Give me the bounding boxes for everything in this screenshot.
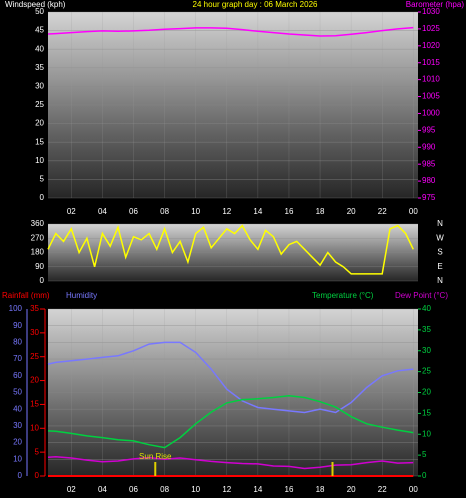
x-tick-label: 04	[98, 485, 107, 494]
y-tick-label: 45	[35, 26, 44, 35]
legend-entry: Dew Point (°C)	[395, 291, 448, 300]
y-tick-label: 5	[40, 175, 45, 184]
y3-tick-label: 25	[30, 352, 39, 361]
y2-tick-label: 15	[422, 408, 431, 417]
y-tick-label: 90	[35, 262, 44, 271]
x-tick-label: 18	[316, 207, 325, 216]
chart-title: 24 hour graph day : 06 March 2026	[193, 0, 319, 9]
x-tick-label: 22	[378, 207, 387, 216]
y2-tick-label: 10	[422, 429, 431, 438]
y-tick-label: 100	[9, 304, 23, 313]
x-tick-label: 06	[129, 485, 138, 494]
y2-tick-label: N	[437, 276, 443, 285]
y2-tick-label: 985	[422, 159, 436, 168]
y2-tick-label: 40	[422, 304, 431, 313]
y-tick-label: 20	[13, 438, 22, 447]
y2-tick-label: 1000	[422, 109, 440, 118]
y2-axis-label: Barometer (hpa)	[406, 0, 465, 9]
x-tick-label: 04	[98, 207, 107, 216]
y3-tick-label: 5	[35, 447, 40, 456]
y3-tick-label: 15	[30, 400, 39, 409]
x-tick-label: 12	[222, 485, 231, 494]
y2-tick-label: 1030	[422, 7, 440, 16]
y-tick-label: 70	[13, 354, 22, 363]
y2-tick-label: 980	[422, 176, 436, 185]
y-tick-label: 40	[13, 404, 22, 413]
x-tick-label: 22	[378, 485, 387, 494]
y2-tick-label: 1025	[422, 24, 440, 33]
y2-tick-label: 1010	[422, 75, 440, 84]
x-tick-label: 06	[129, 207, 138, 216]
y2-tick-label: 5	[422, 450, 427, 459]
y3-tick-label: 20	[30, 376, 39, 385]
y2-tick-label: 25	[422, 367, 431, 376]
x-tick-label: 18	[316, 485, 325, 494]
y2-tick-label: 1005	[422, 92, 440, 101]
y-tick-label: 30	[35, 82, 44, 91]
x-tick-label: 14	[253, 207, 262, 216]
y2-tick-label: S	[437, 248, 442, 257]
legend-entry: Humidity	[66, 291, 97, 300]
y-tick-label: 180	[31, 248, 45, 257]
y-tick-label: 30	[13, 421, 22, 430]
series-line	[47, 26, 414, 37]
y2-tick-label: W	[436, 233, 444, 242]
y-tick-label: 270	[31, 233, 45, 242]
x-tick-label: 00	[409, 207, 418, 216]
y2-tick-label: 20	[422, 388, 431, 397]
x-tick-label: 12	[222, 207, 231, 216]
y3-tick-label: 0	[35, 471, 40, 480]
y2-tick-label: 975	[422, 193, 436, 202]
y2-tick-label: E	[437, 262, 442, 271]
annotation: Sun Rise	[139, 452, 172, 461]
x-tick-label: 10	[191, 485, 200, 494]
y2-tick-label: N	[437, 219, 443, 228]
y3-tick-label: 10	[30, 423, 39, 432]
y2-tick-label: 990	[422, 142, 436, 151]
series-line	[47, 395, 414, 449]
x-tick-label: 20	[347, 485, 356, 494]
y-tick-label: 10	[13, 454, 22, 463]
y-tick-label: 10	[35, 156, 44, 165]
y-tick-label: 20	[35, 119, 44, 128]
x-tick-label: 02	[67, 485, 76, 494]
y3-tick-label: 30	[30, 328, 39, 337]
x-tick-label: 02	[67, 207, 76, 216]
x-tick-label: 20	[347, 207, 356, 216]
y-tick-label: 50	[35, 7, 44, 16]
y2-tick-label: 1015	[422, 58, 440, 67]
y2-tick-label: 35	[422, 325, 431, 334]
x-tick-label: 08	[160, 207, 169, 216]
y-tick-label: 0	[40, 276, 45, 285]
y2-tick-label: 0	[422, 471, 427, 480]
y2-tick-label: 30	[422, 346, 431, 355]
y2-tick-label: 1020	[422, 41, 440, 50]
series-line	[47, 341, 414, 414]
legend-entry: Temperature (°C)	[312, 291, 374, 300]
y-axis-label: Windspeed (kph)	[5, 0, 66, 9]
x-tick-label: 16	[285, 485, 294, 494]
legend-entry: Rainfall (mm)	[2, 291, 50, 300]
y-tick-label: 35	[35, 63, 44, 72]
y-tick-label: 25	[35, 100, 44, 109]
y-tick-label: 40	[35, 44, 44, 53]
y-tick-label: 80	[13, 338, 22, 347]
y-tick-label: 0	[40, 193, 45, 202]
x-tick-label: 14	[253, 485, 262, 494]
y-tick-label: 15	[35, 137, 44, 146]
x-tick-label: 16	[285, 207, 294, 216]
y-tick-label: 360	[31, 219, 45, 228]
y-tick-label: 60	[13, 371, 22, 380]
series-line	[47, 224, 414, 275]
y-tick-label: 50	[13, 388, 22, 397]
x-tick-label: 00	[409, 485, 418, 494]
x-tick-label: 10	[191, 207, 200, 216]
series-line	[47, 456, 414, 470]
y-tick-label: 90	[13, 321, 22, 330]
x-tick-label: 08	[160, 485, 169, 494]
y3-tick-label: 35	[30, 304, 39, 313]
y-tick-label: 0	[18, 471, 23, 480]
y2-tick-label: 995	[422, 125, 436, 134]
